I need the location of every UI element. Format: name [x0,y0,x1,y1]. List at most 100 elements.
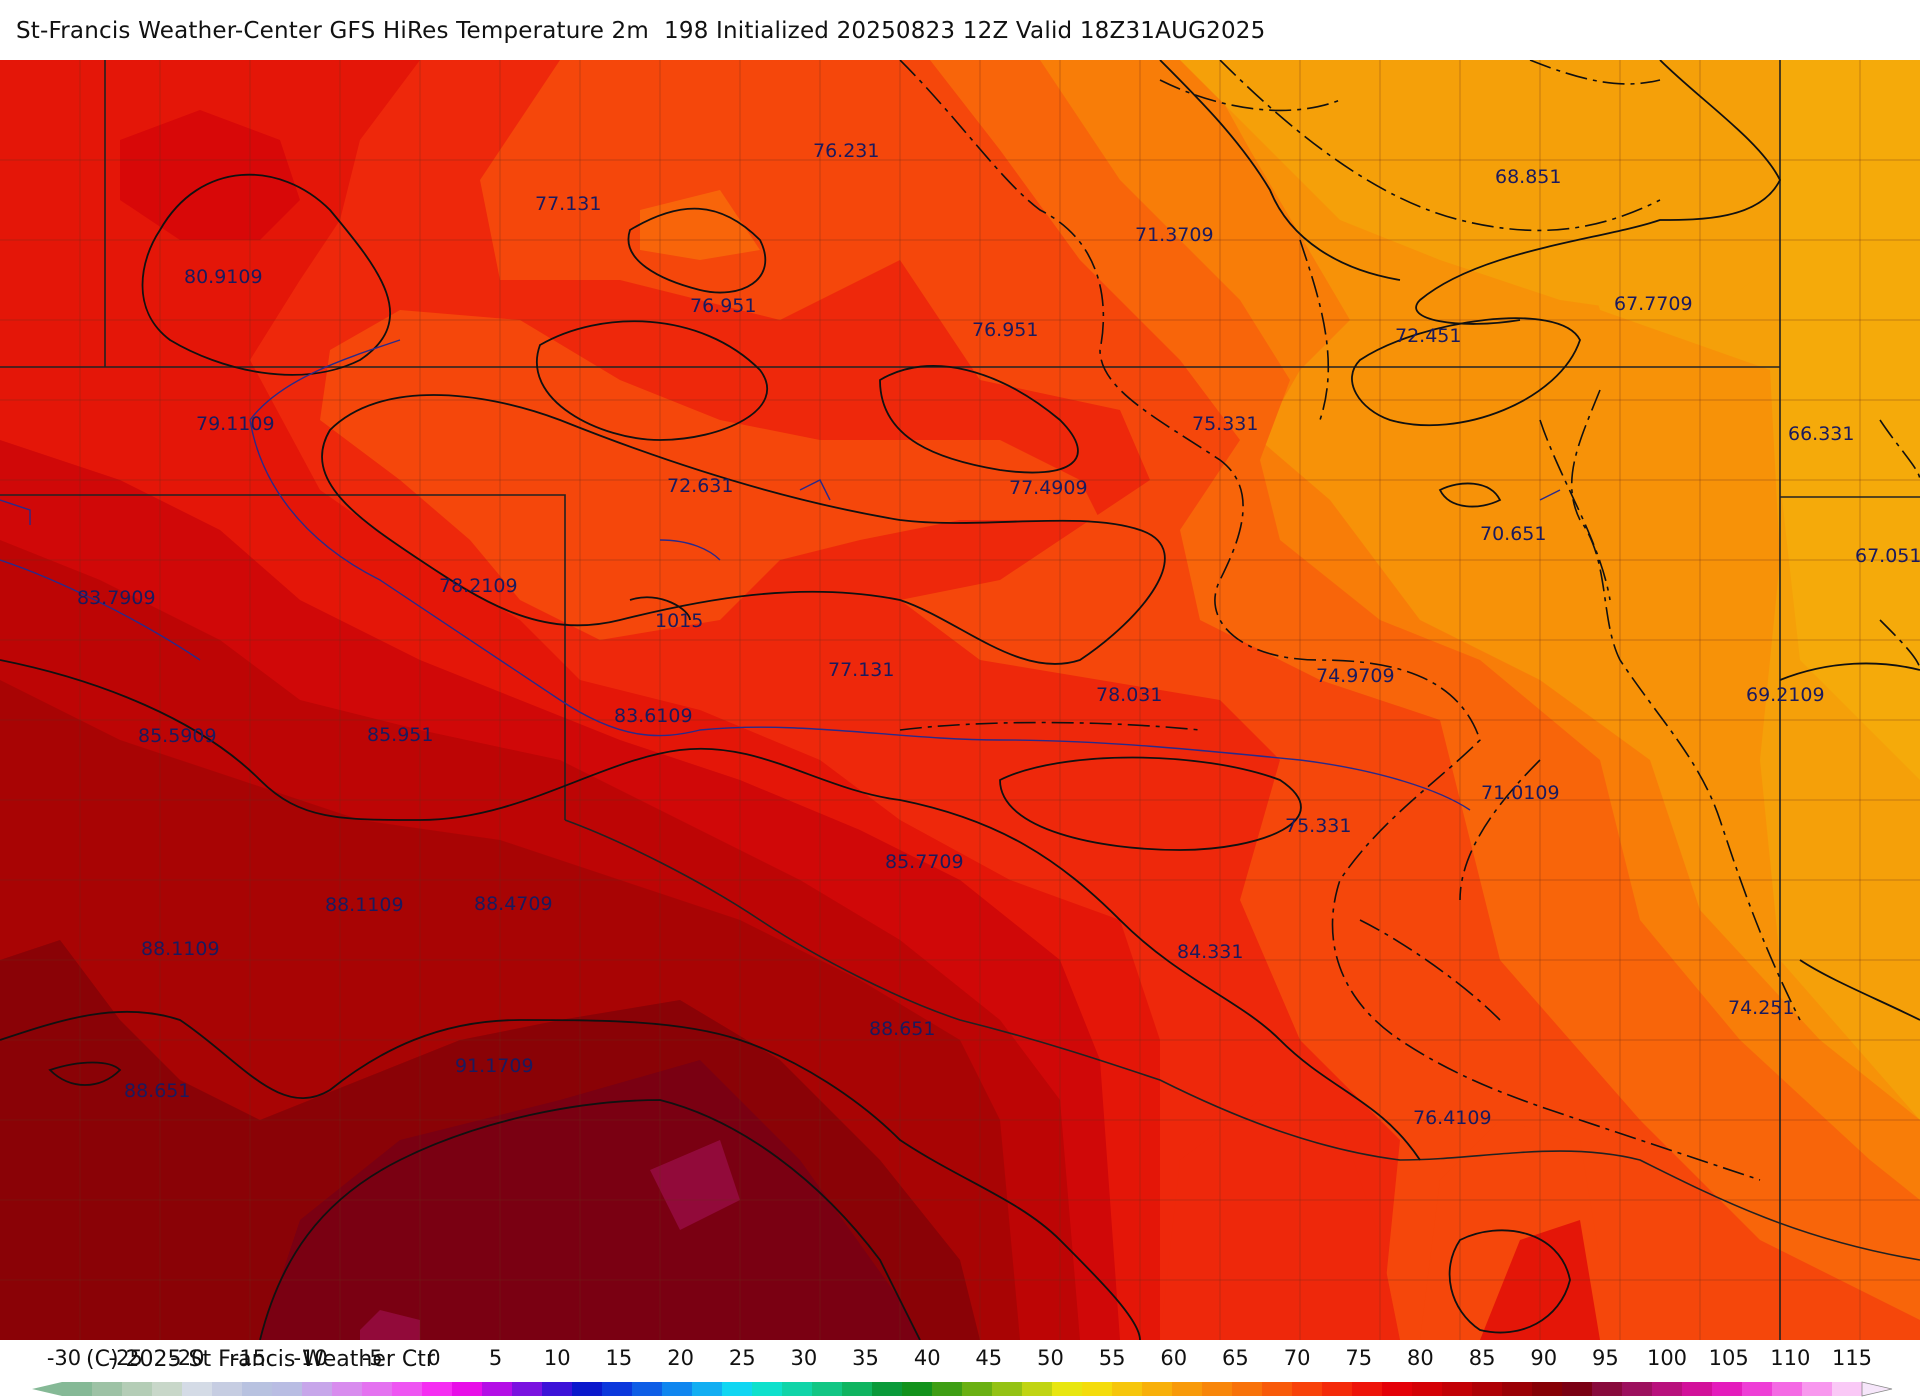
temp-label: 83.7909 [77,587,156,609]
colorbar-tick-label: 45 [975,1346,1002,1370]
temperature-labels: 76.231 77.131 80.9109 76.951 76.951 71.3… [77,140,1920,1129]
colorbar-swatch [1532,1382,1563,1396]
colorbar-tick-label: -30 [47,1346,81,1370]
temp-label: 67.7709 [1614,293,1693,315]
colorbar-swatch [92,1382,123,1396]
colorbar-tick-label: 70 [1284,1346,1311,1370]
colorbar-swatch [602,1382,633,1396]
colorbar-extend-left [32,1382,62,1396]
colorbar-tick-label: 100 [1647,1346,1687,1370]
temp-label: 77.131 [828,659,894,681]
colorbar-swatch [62,1382,93,1396]
temp-label: 79.1109 [196,413,275,435]
map-title: St-Francis Weather-Center GFS HiRes Temp… [16,18,1266,44]
temp-label: 78.031 [1096,684,1162,706]
colorbar-extend-right [1861,1381,1893,1397]
colorbar-tick-label: -15 [232,1346,266,1370]
colorbar-tick-label: -10 [293,1346,327,1370]
colorbar-swatch [752,1382,783,1396]
temp-label: 67.051 [1855,545,1920,567]
colorbar-swatch [512,1382,543,1396]
colorbar-swatch [1172,1382,1203,1396]
contours-dashdot [899,60,1920,1181]
colorbar-swatch [482,1382,513,1396]
colorbar-swatch [302,1382,333,1396]
colorbar-swatch [662,1382,693,1396]
colorbar-tick-label: 65 [1222,1346,1249,1370]
temp-band-92 [260,1060,920,1340]
colorbar-tick-label: 105 [1709,1346,1749,1370]
temp-label: 71.0109 [1481,782,1560,804]
colorbar-swatch [362,1382,393,1396]
temp-label: 77.4909 [1009,477,1088,499]
temp-label: 76.951 [690,295,756,317]
colorbar-tick-label: 90 [1530,1346,1557,1370]
colorbar-swatch [932,1382,963,1396]
temp-label: 72.631 [667,475,733,497]
temp-label: 71.3709 [1135,224,1214,246]
temp-label: 91.1709 [455,1055,534,1077]
temp-label: 85.7709 [885,851,964,873]
colorbar-tick-label: 60 [1160,1346,1187,1370]
colorbar-tick-label: 25 [729,1346,756,1370]
temp-label: 75.331 [1285,815,1351,837]
temp-label: 80.9109 [184,266,263,288]
temp-label: 88.4709 [474,893,553,915]
colorbar-swatch [212,1382,243,1396]
temp-label: 88.651 [124,1080,190,1102]
colorbar-tick-label: 50 [1037,1346,1064,1370]
temp-band-76-inner [320,310,1100,640]
temp-label: 66.331 [1788,423,1854,445]
colorbar-swatch [1562,1382,1593,1396]
colorbar-swatch [1592,1382,1623,1396]
colorbar-swatch [572,1382,603,1396]
temp-label: 83.6109 [614,705,693,727]
colorbar-tick-labels: -30 -25 -20 -15 -10 -5 0 5 10 15 20 25 30 35 40 45 50 55 6… [47,1346,1872,1370]
temp-label: 68.851 [1495,166,1561,188]
temperature-map: 76.231 77.131 80.9109 76.951 76.951 71.3… [0,60,1920,1340]
colorbar-swatch [1622,1382,1653,1396]
colorbar-swatch [1712,1382,1743,1396]
temp-band-80-east [1480,1220,1600,1340]
temp-band-95-spot [650,1140,740,1230]
county-boundaries [0,60,1920,1340]
colorbar-swatch [812,1382,843,1396]
colorbar-swatch [542,1382,573,1396]
temp-band-80-south [1160,1100,1400,1340]
temp-band-95-spot2 [360,1310,420,1340]
colorbar-swatch [1352,1382,1383,1396]
colorbar-tick-label: 115 [1832,1346,1872,1370]
temp-label: 76.951 [972,319,1038,341]
colorbar-swatch [1682,1382,1713,1396]
temp-label: 88.1109 [141,938,220,960]
colorbar-swatch [1142,1382,1173,1396]
colorbar-swatch [962,1382,993,1396]
colorbar-swatch [1802,1382,1833,1396]
temp-label: 77.131 [535,193,601,215]
temp-band-68-ne [1180,60,1780,320]
colorbar-swatch [422,1382,453,1396]
colorbar-tick-label: 40 [914,1346,941,1370]
colorbar-swatch [1832,1382,1863,1396]
colorbar-swatch [1652,1382,1683,1396]
temp-label: 70.651 [1480,523,1546,545]
colorbar-swatch [152,1382,183,1396]
colorbar-swatch [872,1382,903,1396]
colorbar-tick-label: 0 [427,1346,440,1370]
temp-label: 76.4109 [1413,1107,1492,1129]
colorbar-swatch [182,1382,213,1396]
colorbar-tick-label: -20 [170,1346,204,1370]
colorbar-swatch [1292,1382,1323,1396]
temp-label: 76.231 [813,140,879,162]
temp-label: 74.251 [1728,997,1794,1019]
colorbar-tick-label: 110 [1770,1346,1810,1370]
colorbar-tick-label: 55 [1099,1346,1126,1370]
pressure-label: 1015 [655,610,703,632]
colorbar-swatch [1022,1382,1053,1396]
colorbar-swatch [1442,1382,1473,1396]
colorbar-swatch [992,1382,1023,1396]
isobar-contours [0,339,1561,811]
temp-label: 72.451 [1395,325,1461,347]
colorbar-swatch [1082,1382,1113,1396]
colorbar-tick-label: -25 [109,1346,143,1370]
